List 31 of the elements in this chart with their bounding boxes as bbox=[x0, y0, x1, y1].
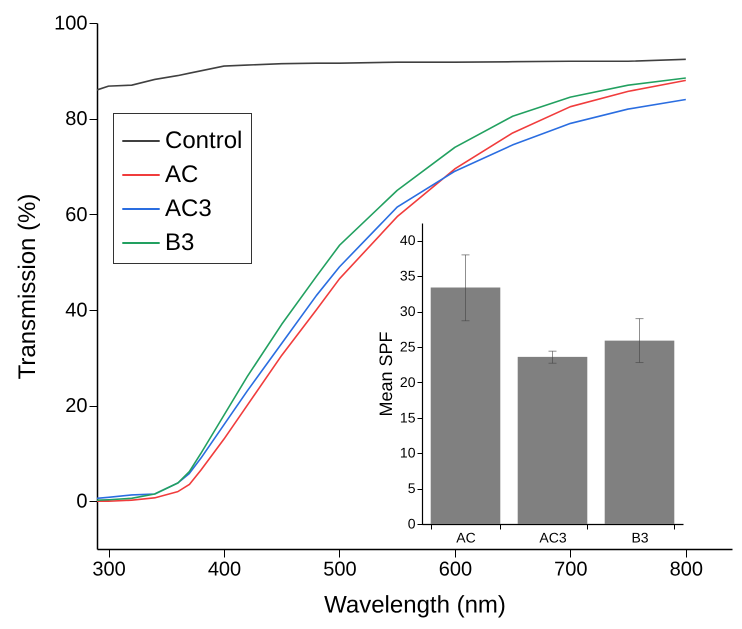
x-tick-label: 700 bbox=[554, 558, 588, 580]
x-tick-label: 800 bbox=[670, 558, 704, 580]
x-tick-label: B3 bbox=[631, 530, 649, 546]
x-tick-label: AC bbox=[456, 530, 476, 546]
y-tick-label: 20 bbox=[65, 395, 88, 418]
x-tick-label: 600 bbox=[438, 558, 472, 580]
y-tick-label: 40 bbox=[400, 232, 416, 248]
y-axis-title: Transmission (%) bbox=[14, 194, 42, 380]
y-tick-label: 40 bbox=[65, 299, 88, 322]
x-tick-label: 400 bbox=[208, 558, 242, 580]
x-tick-label: AC3 bbox=[539, 530, 567, 546]
y-tick-label: 0 bbox=[76, 490, 88, 513]
y-tick-label: 5 bbox=[408, 480, 416, 496]
y-tick-label: 15 bbox=[400, 409, 416, 426]
legend-label: AC3 bbox=[165, 195, 212, 222]
legend-label: B3 bbox=[165, 229, 194, 256]
x-axis-title: Wavelength (nm) bbox=[324, 592, 506, 618]
legend-label: AC bbox=[165, 161, 198, 188]
y-tick-label: 35 bbox=[400, 268, 416, 284]
y-tick-label: 60 bbox=[65, 204, 88, 226]
y-tick-label: 25 bbox=[400, 338, 416, 354]
y-tick-label: 20 bbox=[400, 374, 416, 390]
y-tick-label: 30 bbox=[400, 303, 416, 320]
x-tick-label: 500 bbox=[323, 558, 357, 580]
y-tick-label: 100 bbox=[54, 12, 88, 34]
y-axis-title: Mean SPF bbox=[376, 331, 396, 417]
y-tick-label: 0 bbox=[408, 516, 416, 532]
y-tick-label: 10 bbox=[400, 444, 416, 461]
y-tick-label: 80 bbox=[65, 108, 88, 130]
legend-label: Control bbox=[165, 127, 242, 154]
x-tick-label: 300 bbox=[92, 558, 126, 580]
